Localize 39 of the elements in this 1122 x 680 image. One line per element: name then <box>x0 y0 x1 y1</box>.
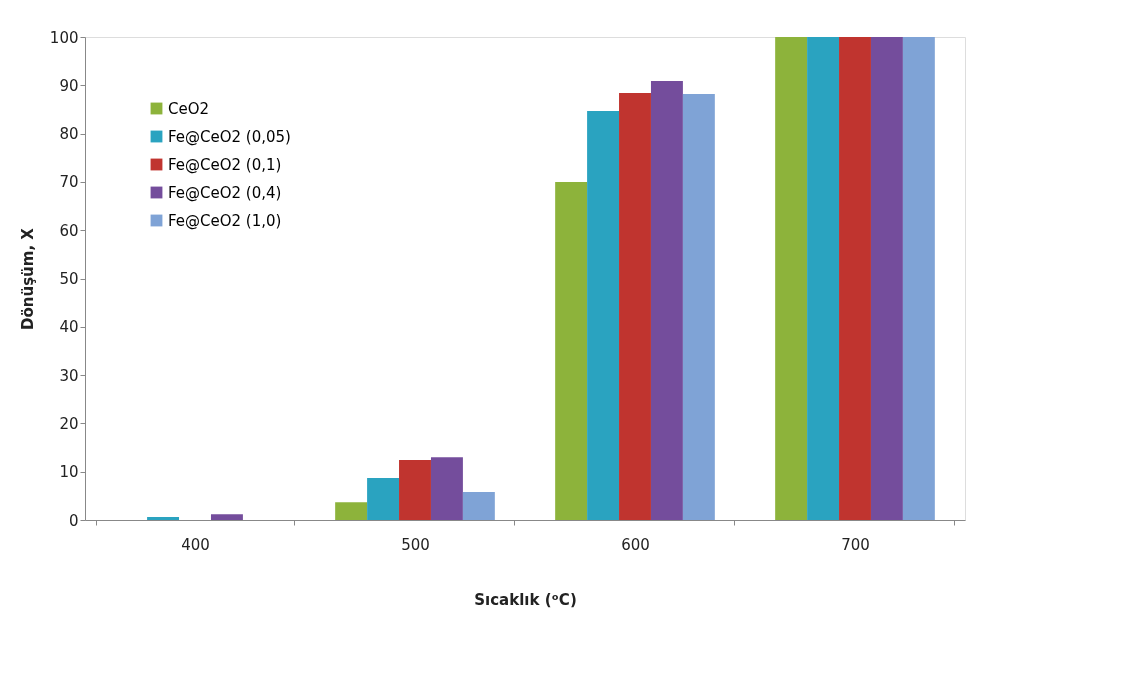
bar <box>650 80 683 520</box>
bar <box>839 37 871 520</box>
bar <box>462 491 495 520</box>
y-tick-label: 80 <box>59 125 79 144</box>
bar <box>335 502 368 520</box>
y-tick-label: 70 <box>59 173 79 192</box>
y-tick-label: 100 <box>49 28 79 47</box>
legend-label: Fe@CeO2 (1,0) <box>168 211 282 230</box>
bar <box>399 460 431 520</box>
legend-label: Fe@CeO2 (0,05) <box>168 127 291 146</box>
x-tick-label: 500 <box>401 535 430 554</box>
bar <box>870 37 903 520</box>
y-tick-label: 60 <box>59 221 79 240</box>
y-tick-label: 90 <box>59 76 79 95</box>
y-tick-label: 10 <box>59 463 79 482</box>
y-axis-title: Dönüşüm, X <box>18 227 37 330</box>
x-tick-label: 600 <box>621 535 650 554</box>
y-tick-label: 40 <box>59 318 79 337</box>
legend-label: Fe@CeO2 (0,4) <box>168 183 282 202</box>
bar <box>587 110 620 520</box>
bar <box>430 457 463 520</box>
bar <box>775 37 808 520</box>
bar <box>147 517 180 520</box>
bar <box>807 37 840 520</box>
x-tick-label: 400 <box>181 535 210 554</box>
bar <box>367 477 400 520</box>
y-tick-label: 0 <box>68 511 79 530</box>
bar <box>619 93 651 520</box>
y-tick-label: 20 <box>59 414 79 433</box>
bar <box>555 181 588 520</box>
x-axis-title: Sıcaklık (ᵒC) <box>474 590 577 609</box>
y-tick-label: 30 <box>59 366 79 385</box>
bar <box>902 37 935 520</box>
bar <box>210 514 243 520</box>
bar <box>682 93 715 520</box>
y-tick-label: 50 <box>59 270 79 288</box>
legend-label: CeO2 <box>168 99 210 118</box>
legend-label: Fe@CeO2 (0,1) <box>168 155 282 174</box>
x-tick-label: 700 <box>841 535 870 554</box>
